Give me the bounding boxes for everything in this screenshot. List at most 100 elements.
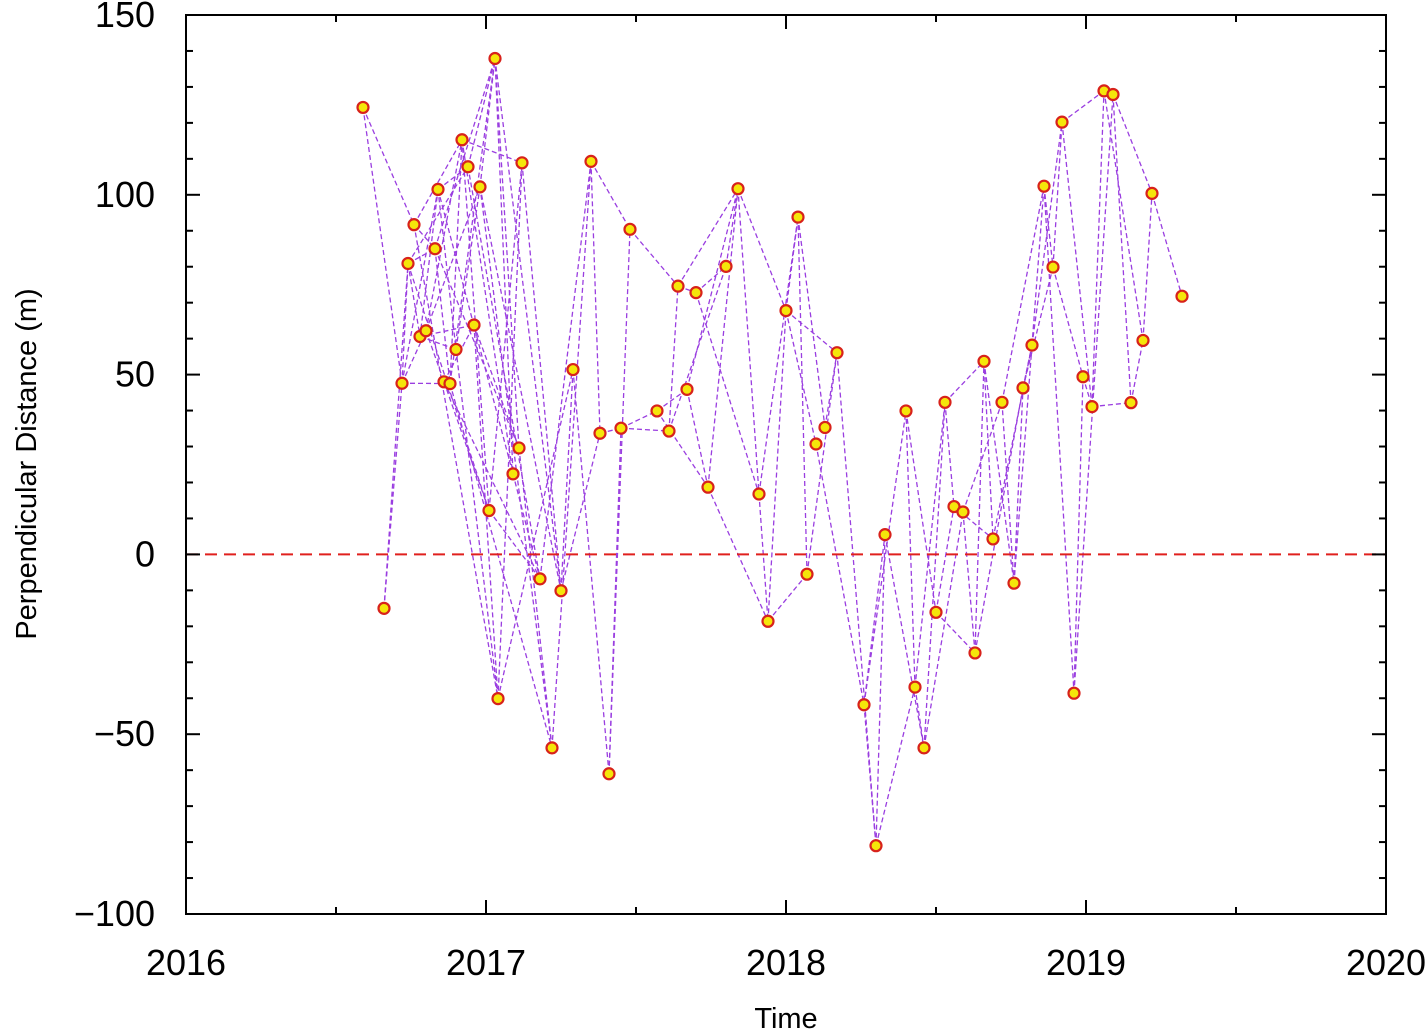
network-edge-60 [590,161,601,434]
network-edge-133 [1061,90,1105,123]
acquisition-point-1 [377,601,391,615]
network-edge-2 [383,383,403,609]
network-edge-4 [401,263,409,384]
acquisition-point-54 [938,395,952,409]
x-tick-label-2017: 2017 [446,942,526,983]
network-edge-3 [383,263,409,609]
acquisition-point-75 [1175,289,1189,303]
network-edge-13 [413,139,463,225]
acquisition-point-30 [623,222,637,236]
acquisition-point-35 [689,286,703,300]
network-edge-80 [725,188,739,267]
acquisition-point-46 [830,346,844,360]
acquisition-point-62 [1016,381,1030,395]
network-edge-98 [863,410,907,705]
acquisition-point-33 [671,279,685,293]
network-edge-82 [737,188,787,311]
network-edge-6 [401,189,439,384]
network-edge-117 [983,361,994,539]
network-edge-46 [488,510,541,580]
network-edge-101 [884,534,925,748]
network-edge-49 [494,58,562,591]
network-edge-141 [1112,94,1132,403]
acquisition-point-20 [512,441,526,455]
network-edge-126 [1031,186,1045,346]
acquisition-point-16 [482,503,496,518]
network-edge-111 [944,360,985,403]
network-edge-127 [1031,122,1063,346]
acquisition-point-37 [719,259,733,273]
network-edge-38 [467,58,496,167]
network-edge-15 [419,189,439,337]
network-edge-74 [686,389,709,488]
network-edge-16 [419,335,457,351]
acquisition-point-49 [878,528,892,542]
network-edge-134 [1073,376,1084,694]
network-edge-21 [434,248,451,384]
network-edge-53 [518,447,553,748]
network-edge-25 [437,166,469,190]
acquisition-point-73 [1136,333,1150,348]
acquisition-point-66 [1055,115,1069,129]
acquisition-point-31 [650,404,664,418]
acquisition-point-64 [1037,179,1051,193]
network-edge-37 [461,139,523,164]
acquisition-point-13 [461,160,475,174]
network-edge-99 [875,534,886,846]
y-tick-label-150: 150 [95,0,155,35]
network-edge-36 [461,139,514,474]
network-edge-48 [494,58,520,448]
network-edge-33 [455,186,481,350]
acquisition-point-27 [593,426,607,440]
acquisition-point-69 [1085,400,1099,414]
network-edge-125 [1022,266,1054,389]
network-edge-73 [677,188,739,287]
network-edge-130 [1052,122,1063,268]
acquisition-point-41 [779,303,793,318]
acquisition-point-60 [995,395,1009,409]
acquisition-point-74 [1145,186,1159,200]
network-edge-114 [962,402,1003,513]
y-tick-label-100: 100 [95,174,155,215]
acquisition-point-71 [1106,87,1120,102]
network-edge-65 [620,410,658,429]
acquisition-point-2 [395,376,409,390]
acquisition-point-3 [401,256,415,271]
network-edge-8 [407,263,421,337]
network-edge-120 [1001,402,1015,584]
network-edge-70 [668,286,679,432]
network-edge-122 [1013,387,1024,584]
acquisition-point-72 [1124,396,1138,410]
network-edge-90 [797,217,808,575]
network-edge-30 [449,139,463,384]
network-edge-71 [668,266,727,432]
y-tick-label-50: 50 [115,354,155,395]
network-edge-66 [620,427,670,432]
network-edge-110 [944,402,955,507]
network-edge-45 [488,162,523,511]
network-edge-75 [686,188,739,390]
acquisition-point-25 [566,362,580,377]
network-edge-76 [695,265,727,294]
acquisition-point-36 [701,480,715,494]
network-edge-69 [656,410,709,488]
x-tick-label-2016: 2016 [146,942,226,983]
acquisition-point-47 [857,698,871,712]
network-edge-59 [572,369,610,774]
network-edge-124 [1022,344,1033,389]
acquisition-point-40 [761,614,775,628]
network-edge-61 [590,161,631,230]
acquisition-point-59 [986,532,1000,546]
acquisition-point-19 [506,467,520,481]
network-edge-1 [362,107,415,225]
acquisition-point-52 [917,741,931,755]
network-edge-42 [479,58,496,187]
network-edge-100 [875,686,916,846]
network-edge-0 [362,107,403,384]
acquisition-point-14 [467,318,481,332]
network-edge-58 [560,433,601,591]
network-edge-29 [443,381,541,580]
network-edge-44 [479,186,562,591]
acquisition-point-23 [545,741,559,755]
network-edge-108 [935,506,955,613]
